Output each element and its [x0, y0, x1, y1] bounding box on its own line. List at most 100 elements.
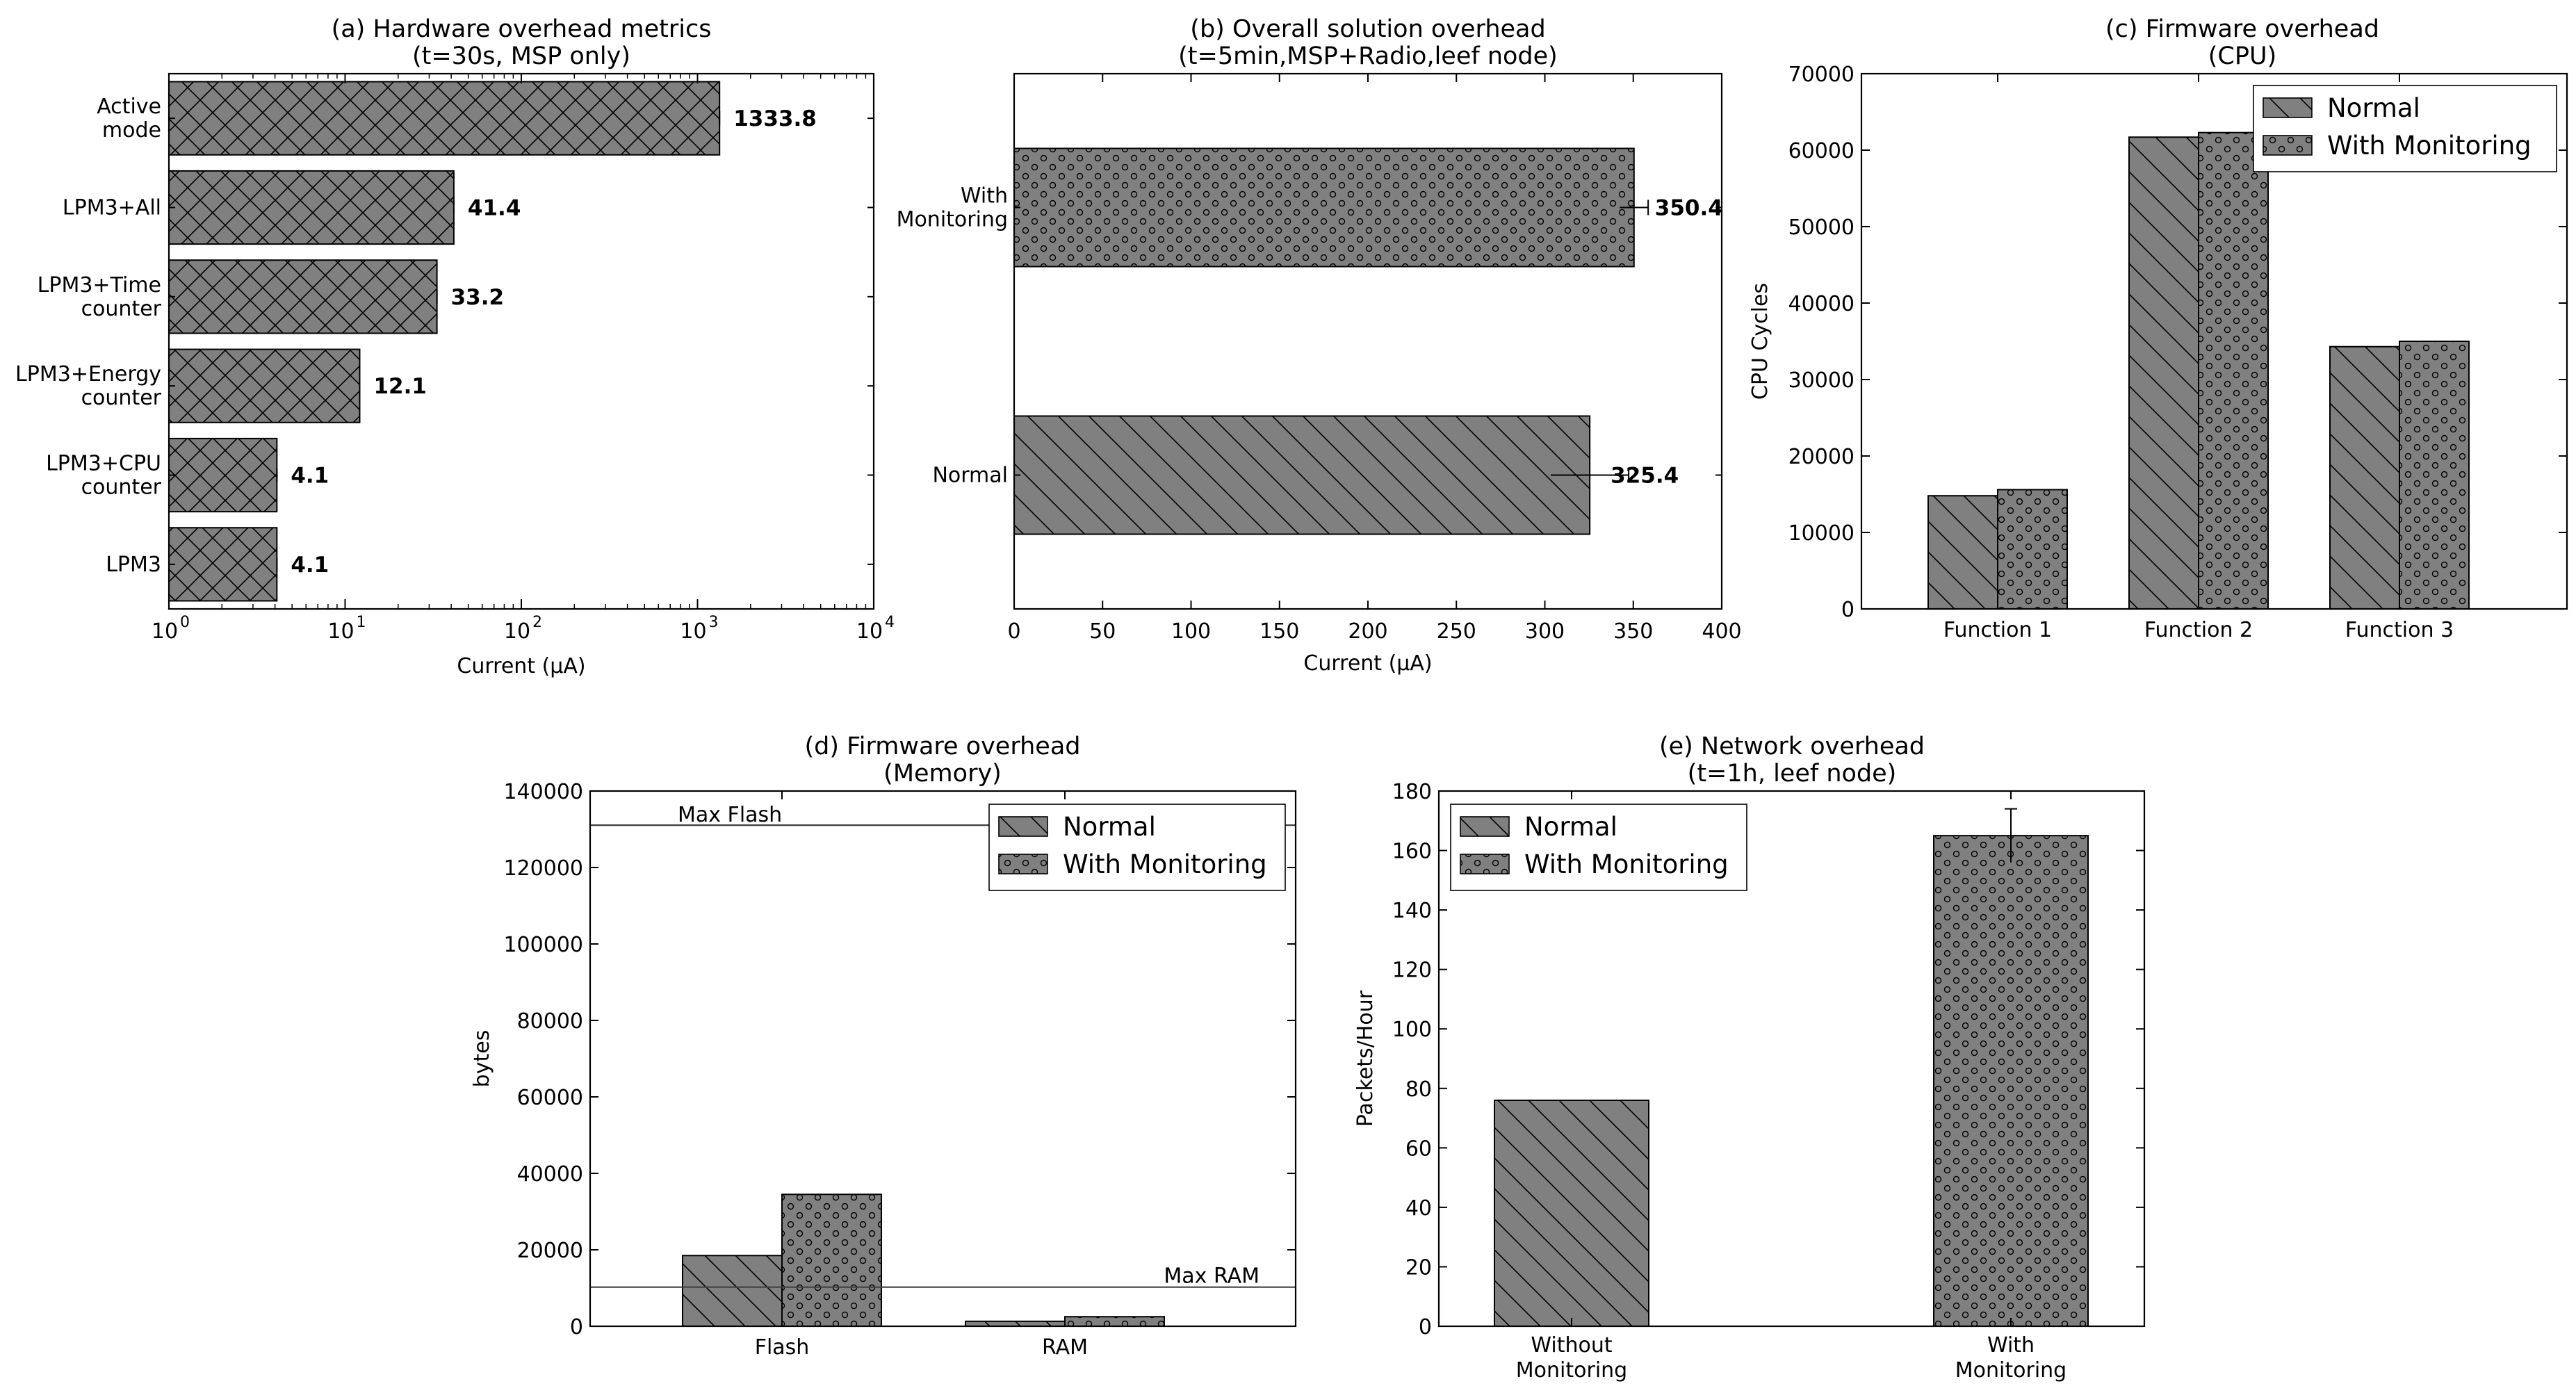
chart-a-title: (a) Hardware overhead metrics: [332, 15, 712, 43]
chart-a-xtick-label-4: 10: [680, 619, 706, 644]
chart-e-bar-2: [1933, 835, 2089, 1327]
chart-e-legend-swatch-1: [1460, 816, 1510, 837]
chart-a-category-label-1-line2: mode: [102, 118, 161, 142]
chart-b-xtick-label-1: 0: [1007, 619, 1020, 644]
chart-e-ytick-label-4: 60: [1405, 1137, 1432, 1161]
chart-c-legend-label-1: Normal: [2327, 93, 2420, 123]
chart-b-xtick-label-3: 100: [1171, 619, 1211, 644]
chart-c-ytick-label-7: 60000: [1788, 139, 1854, 163]
chart-b-bar-2: [1013, 415, 1591, 535]
chart-a-value-label-4: 12.1: [373, 374, 427, 399]
chart-c-frame: [1860, 72, 2568, 610]
chart-b-category-label-1-line1: With: [961, 184, 1008, 209]
chart-a-bar-2: [168, 170, 455, 245]
chart-a-value-label-5: 4.1: [291, 464, 329, 489]
chart-c-legend-swatch-1: [2263, 97, 2313, 118]
chart-c-subtitle: (CPU): [2208, 42, 2276, 70]
chart-e-ytick-label-1: 0: [1419, 1315, 1432, 1339]
chart-d-bar-2-2: [1064, 1316, 1165, 1327]
chart-d-legend-swatch-1: [998, 816, 1048, 837]
chart-d-ytick-label-3: 40000: [517, 1162, 583, 1187]
chart-b-title: (b) Overall solution overhead: [1190, 15, 1545, 43]
chart-d-ytick-label-5: 80000: [517, 1009, 583, 1034]
chart-b-subtitle: (t=5min,MSP+Radio,leef node): [1178, 42, 1558, 70]
chart-d-legend-label-1: Normal: [1063, 812, 1156, 842]
chart-e-legend-swatch-2: [1460, 854, 1510, 874]
chart-d-refline-label-1: Max Flash: [678, 803, 782, 827]
chart-e-title: (e) Network overhead: [1659, 733, 1925, 760]
chart-a-category-label-2-line1: LPM3+All: [63, 196, 161, 220]
chart-d-frame: [589, 790, 1297, 1328]
chart-d-ylabel: bytes: [470, 1030, 494, 1088]
chart-e-xtick-label-1-line1: Without: [1531, 1333, 1612, 1358]
chart-b-xtick-label-4: 150: [1260, 619, 1299, 644]
chart-a-bar-6: [168, 527, 278, 602]
chart-e-ytick-label-10: 180: [1392, 780, 1432, 804]
chart-c-ytick-label-8: 70000: [1788, 63, 1854, 87]
chart-b-category-label-2-line1: Normal: [932, 464, 1008, 488]
chart-e-ytick-label-5: 80: [1405, 1077, 1432, 1102]
chart-b-xtick-label-9: 400: [1702, 619, 1741, 644]
chart-e-bar-1: [1494, 1099, 1649, 1328]
chart-c-bar-1-1: [1927, 495, 1998, 610]
chart-c-firmware-cpu: (c) Firmware overhead(CPU) Function 1 Func…: [1748, 15, 2568, 642]
chart-d-legend-swatch-2: [998, 854, 1048, 874]
chart-e-ytick-label-7: 120: [1392, 959, 1432, 983]
chart-a-hardware-overhead: (a) Hardware overhead metrics(t=30s, MSP…: [15, 15, 895, 678]
chart-c-ytick-label-3: 20000: [1788, 445, 1854, 469]
chart-b-bar-1: [1013, 147, 1635, 268]
chart-a-xtick-label-3: 10: [504, 619, 530, 644]
chart-c-ylabel: CPU Cycles: [1748, 283, 1772, 400]
chart-e-frame: [1437, 790, 2146, 1328]
chart-a-category-label-3-line1: LPM3+Time: [38, 273, 161, 298]
chart-e-ytick-label-2: 20: [1405, 1255, 1432, 1280]
chart-b-value-label-1: 350.4: [1655, 196, 1723, 221]
chart-b-category-label-1-line2: Monitoring: [897, 208, 1008, 232]
chart-a-xtick-exp-3: 2: [532, 614, 542, 631]
chart-c-ytick-label-4: 30000: [1788, 368, 1854, 393]
chart-d-ytick-label-4: 60000: [517, 1086, 583, 1110]
chart-a-value-label-6: 4.1: [291, 553, 329, 578]
chart-e-xtick-label-2-line1: With: [1987, 1333, 2035, 1358]
chart-c-ytick-label-1: 0: [1841, 598, 1854, 622]
chart-d-xtick-label-2: RAM: [1042, 1335, 1088, 1360]
chart-d-ytick-label-1: 0: [570, 1315, 583, 1339]
chart-c-bar-3-1: [2329, 345, 2400, 610]
chart-b-xtick-label-8: 350: [1613, 619, 1653, 644]
chart-a-category-label-5-line2: counter: [81, 475, 162, 500]
chart-e-ytick-label-3: 40: [1405, 1196, 1432, 1221]
chart-b-xlabel: Current (μA): [1303, 651, 1432, 676]
chart-a-xtick-label-5: 10: [856, 619, 883, 644]
chart-b-value-label-2: 325.4: [1611, 464, 1679, 489]
chart-b-xtick-label-6: 250: [1437, 619, 1476, 644]
chart-b-xtick-label-7: 300: [1525, 619, 1565, 644]
chart-a-bar-4: [168, 348, 361, 423]
chart-b-xtick-label-2: 50: [1089, 619, 1116, 644]
chart-d-ytick-label-7: 120000: [503, 856, 583, 881]
chart-a-value-label-2: 41.4: [468, 196, 521, 221]
chart-d-firmware-memory: (d) Firmware overhead(Memory) Flash RAM Max…: [470, 733, 1297, 1360]
chart-a-bar-3: [168, 259, 438, 334]
chart-d-ytick-label-8: 140000: [503, 780, 583, 804]
chart-d-legend-label-2: With Monitoring: [1063, 849, 1267, 879]
chart-c-ytick-label-2: 10000: [1788, 521, 1854, 546]
chart-c-xtick-label-3: Function 3: [2345, 618, 2454, 642]
chart-a-xtick-exp-2: 1: [357, 614, 366, 631]
chart-c-bar-2-1: [2128, 136, 2199, 610]
chart-e-ytick-label-9: 160: [1392, 840, 1432, 864]
chart-c-xtick-label-1: Function 1: [1943, 618, 2052, 642]
chart-d-title: (d) Firmware overhead: [805, 733, 1081, 760]
chart-a-value-label-3: 33.2: [451, 285, 505, 310]
chart-e-subtitle: (t=1h, leef node): [1688, 760, 1897, 788]
chart-d-ytick-label-2: 20000: [517, 1239, 583, 1263]
chart-a-category-label-4-line1: LPM3+Energy: [15, 362, 161, 386]
chart-e-xtick-label-1-line2: Monitoring: [1516, 1358, 1627, 1383]
chart-b-xtick-label-5: 200: [1348, 619, 1387, 644]
chart-a-xtick-exp-5: 4: [885, 614, 895, 631]
chart-d-ytick-label-6: 100000: [503, 933, 583, 957]
chart-d-refline-label-2: Max RAM: [1164, 1264, 1260, 1289]
chart-a-xtick-label-2: 10: [327, 619, 354, 644]
chart-c-bar-1-2: [1997, 489, 2068, 610]
chart-e-ytick-label-6: 100: [1392, 1018, 1432, 1042]
chart-e-xtick-label-2-line2: Monitoring: [1955, 1358, 2066, 1383]
